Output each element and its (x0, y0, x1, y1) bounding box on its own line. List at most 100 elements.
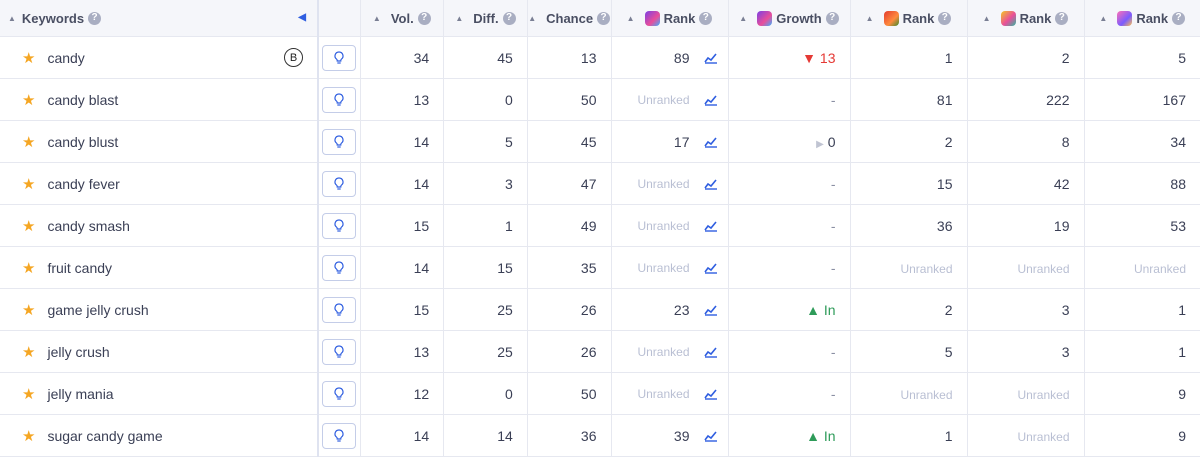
keyword-cell[interactable]: ★ candy B (0, 36, 319, 79)
keyword-cell[interactable]: ★ jelly crush (0, 330, 319, 373)
keyword-suggestions-button[interactable] (322, 170, 357, 197)
keyword-cell[interactable]: ★ candy blust (0, 120, 319, 163)
help-icon[interactable]: ? (699, 11, 713, 25)
keyword-cell[interactable]: ★ candy fever (0, 162, 319, 205)
table-row[interactable]: ★ jelly mania 12 0 50 Unranked - Unranked Unrank… (0, 372, 1200, 415)
competitor-rank-value: Unranked (1133, 261, 1186, 276)
rank-value: 39 (673, 427, 690, 444)
favorite-star-icon[interactable]: ★ (22, 427, 36, 445)
sort-arrow-icon[interactable]: ▲ (8, 13, 16, 23)
b-badge-icon[interactable]: B (284, 48, 303, 67)
help-icon[interactable]: ? (88, 11, 102, 25)
keyword-suggestions-button[interactable] (322, 254, 357, 281)
competitor1-rank-cell: Unranked (850, 246, 968, 289)
help-icon[interactable]: ? (597, 11, 611, 25)
keyword-suggestions-button[interactable] (322, 44, 357, 71)
competitor2-rank-cell: 3 (967, 288, 1085, 331)
table-row[interactable]: ★ game jelly crush 15 25 26 23 ▲ In 2 3 1 (0, 288, 1200, 331)
chance-column-header[interactable]: ▲ Chance? (527, 0, 612, 37)
favorite-star-icon[interactable]: ★ (22, 91, 36, 109)
diff-column-header[interactable]: ▲ Diff.? (443, 0, 528, 37)
table-row[interactable]: ★ fruit candy 14 15 35 Unranked - Unranked Unran… (0, 246, 1200, 289)
rank-value: Unranked (637, 344, 690, 359)
vol-header-label: Vol. (390, 10, 414, 26)
help-icon[interactable]: ? (502, 11, 516, 25)
lightbulb-icon (334, 344, 344, 358)
rank-history-chart-icon[interactable] (703, 430, 718, 442)
rank-column-header[interactable]: ▲ Rank? (611, 0, 729, 37)
keyword-suggestions-button[interactable] (322, 296, 357, 323)
help-icon[interactable]: ? (1172, 11, 1186, 25)
keyword-text: candy blust (47, 133, 119, 150)
table-row[interactable]: ★ candy B 34 45 13 89 ▼ 13 1 2 5 (0, 36, 1200, 79)
help-icon[interactable]: ? (1055, 11, 1069, 25)
competitor-rank-value: 19 (1053, 217, 1070, 234)
volume-value: 12 (413, 385, 430, 402)
table-row[interactable]: ★ jelly crush 13 25 26 Unranked - 5 3 1 (0, 330, 1200, 373)
favorite-star-icon[interactable]: ★ (22, 217, 36, 235)
favorite-star-icon[interactable]: ★ (22, 133, 36, 151)
favorite-star-icon[interactable]: ★ (22, 49, 36, 67)
keyword-suggestions-button[interactable] (322, 128, 357, 155)
competitor2-rank-cell: Unranked (967, 372, 1085, 415)
rank-history-chart-icon[interactable] (703, 262, 718, 274)
favorite-star-icon[interactable]: ★ (22, 175, 36, 193)
collapse-left-icon[interactable]: ◀ (298, 12, 306, 23)
keyword-text: candy blast (47, 91, 119, 108)
keyword-suggestions-button[interactable] (322, 338, 357, 365)
competitor2-rank-column-header[interactable]: ▲ Rank? (967, 0, 1085, 37)
rank-value: Unranked (637, 260, 690, 275)
difficulty-value: 15 (497, 259, 513, 276)
keywords-column-header[interactable]: ▲ Keywords ? ◀ (0, 0, 319, 37)
chance-cell: 13 (527, 36, 612, 79)
competitor-rank-value: 3 (1061, 343, 1070, 360)
competitor3-rank-cell: 9 (1084, 372, 1200, 415)
keyword-cell[interactable]: ★ sugar candy game (0, 414, 319, 457)
keyword-cell[interactable]: ★ candy blast (0, 78, 319, 121)
help-icon[interactable]: ? (825, 11, 839, 25)
competitor-rank-value: Unranked (1017, 429, 1070, 444)
difficulty-cell: 3 (443, 162, 528, 205)
keyword-cell[interactable]: ★ jelly mania (0, 372, 319, 415)
growth-value: - (830, 259, 836, 276)
vol-column-header[interactable]: ▲ Vol.? (360, 0, 445, 37)
rank-history-chart-icon[interactable] (703, 94, 718, 106)
competitor1-rank-column-header[interactable]: ▲ Rank? (850, 0, 968, 37)
growth-up-arrow-icon: ▲ (806, 427, 820, 444)
table-row[interactable]: ★ candy blast 13 0 50 Unranked - 81 222 167 (0, 78, 1200, 121)
chance-value: 47 (580, 175, 597, 192)
competitor3-rank-column-header[interactable]: ▲ Rank? (1084, 0, 1200, 37)
favorite-star-icon[interactable]: ★ (22, 343, 36, 361)
keyword-cell[interactable]: ★ fruit candy (0, 246, 319, 289)
help-icon[interactable]: ? (938, 11, 952, 25)
volume-cell: 34 (360, 36, 445, 79)
volume-value: 34 (413, 49, 430, 66)
rank-history-chart-icon[interactable] (703, 346, 718, 358)
favorite-star-icon[interactable]: ★ (22, 385, 36, 403)
rank-history-chart-icon[interactable] (703, 220, 718, 232)
table-row[interactable]: ★ candy smash 15 1 49 Unranked - 36 19 53 (0, 204, 1200, 247)
keyword-text: candy smash (47, 217, 130, 234)
keyword-text: candy (47, 49, 85, 66)
keyword-cell[interactable]: ★ candy smash (0, 204, 319, 247)
volume-cell: 14 (360, 246, 445, 289)
rank-history-chart-icon[interactable] (703, 178, 718, 190)
rank-history-chart-icon[interactable] (703, 304, 718, 316)
rank-cell: Unranked (611, 162, 729, 205)
keyword-cell[interactable]: ★ game jelly crush (0, 288, 319, 331)
table-row[interactable]: ★ sugar candy game 14 14 36 39 ▲ In 1 Unranked 9 (0, 414, 1200, 457)
growth-column-header[interactable]: ▲ Growth? (728, 0, 851, 37)
help-icon[interactable]: ? (417, 11, 431, 25)
table-row[interactable]: ★ candy fever 14 3 47 Unranked - 15 42 88 (0, 162, 1200, 205)
rank-history-chart-icon[interactable] (703, 52, 718, 64)
keyword-suggestions-button[interactable] (322, 422, 357, 449)
table-row[interactable]: ★ candy blust 14 5 45 17 ▶ 0 2 8 34 (0, 120, 1200, 163)
competitor-rank-value: 1 (1178, 343, 1186, 360)
favorite-star-icon[interactable]: ★ (22, 259, 36, 277)
favorite-star-icon[interactable]: ★ (22, 301, 36, 319)
rank-history-chart-icon[interactable] (703, 388, 718, 400)
keyword-suggestions-button[interactable] (322, 86, 357, 113)
rank-history-chart-icon[interactable] (703, 136, 718, 148)
keyword-suggestions-button[interactable] (322, 380, 357, 407)
keyword-suggestions-button[interactable] (322, 212, 357, 239)
